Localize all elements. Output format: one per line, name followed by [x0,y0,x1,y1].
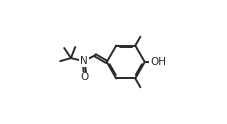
Text: OH: OH [150,57,166,67]
Text: O: O [81,72,89,82]
Text: N: N [80,56,88,66]
